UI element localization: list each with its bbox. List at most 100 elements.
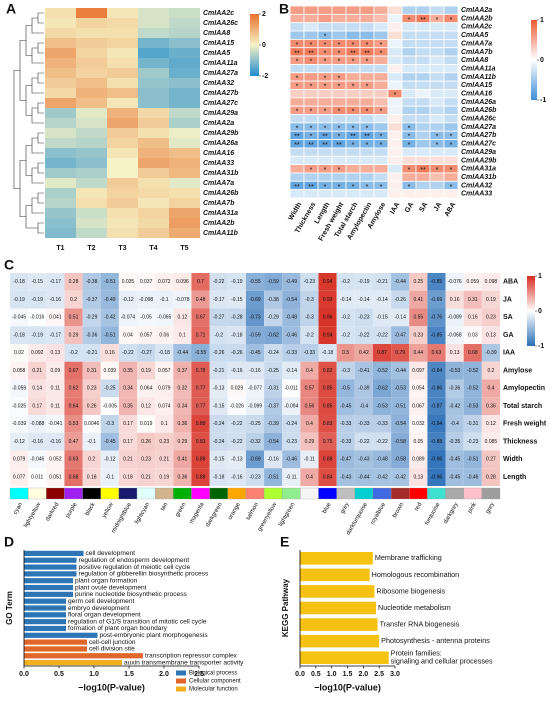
module-color — [245, 487, 265, 500]
cell-label: -0.039 — [12, 421, 26, 427]
cell-label: -0.3 — [305, 315, 314, 321]
heat-cell — [45, 198, 76, 208]
heat-cell — [138, 188, 169, 198]
cell-label: 0.77 — [196, 386, 206, 392]
heat-cell — [318, 450, 337, 469]
significance: * — [380, 50, 383, 57]
heat-cell — [28, 290, 47, 309]
heat-cell — [169, 178, 200, 188]
heat-cell — [264, 432, 283, 451]
heat-cell — [76, 208, 107, 218]
x-tick-label: 1.5 — [343, 671, 353, 678]
row-label: SA — [503, 314, 513, 321]
heat-cell — [372, 415, 392, 433]
column-label: brown — [392, 502, 405, 519]
significance: ** — [322, 134, 328, 141]
heat-cell — [429, 89, 445, 99]
heat-cell — [45, 158, 76, 168]
heat-cell — [300, 379, 319, 398]
cell-label: -0.29 — [267, 315, 279, 321]
heat-cell — [45, 48, 76, 58]
colorbar-label: 1 — [540, 17, 544, 24]
heat-cell — [46, 344, 65, 362]
colorbar-label: -1 — [538, 343, 544, 350]
bar-label: floral organ development — [68, 612, 141, 619]
heat-cell — [82, 379, 101, 398]
heat-cell — [303, 5, 319, 15]
cell-label: 0.4 — [306, 474, 313, 480]
column-label: darkgreen — [205, 502, 224, 528]
cell-label: -0.24 — [267, 350, 279, 356]
heat-cell — [373, 155, 389, 166]
bar-label: Ribosome biogenesis — [376, 586, 445, 595]
heat-cell — [173, 361, 192, 380]
panel-label: A — [6, 1, 16, 17]
heat-cell — [391, 379, 410, 398]
significance: * — [450, 167, 453, 174]
heat-cell — [289, 13, 305, 24]
heat-cell — [373, 122, 389, 132]
cell-label: 0.42 — [359, 350, 369, 356]
cell-label: 0.2 — [487, 368, 494, 374]
heat-cell — [169, 128, 200, 138]
heat-cell — [300, 290, 319, 309]
bar — [24, 591, 73, 597]
cell-label: -0.077 — [248, 386, 262, 392]
heat-cell — [76, 138, 107, 148]
heat-cell — [118, 361, 138, 380]
heat-cell — [318, 432, 337, 451]
cell-label: 0.78 — [196, 368, 206, 374]
heat-cell — [387, 164, 403, 174]
cell-label: -0.69 — [431, 297, 443, 303]
heat-cell — [76, 118, 107, 128]
cell-label: 0.035 — [122, 279, 135, 285]
significance: ** — [308, 50, 314, 57]
column-label: T4 — [149, 245, 157, 252]
cell-label: -0.96 — [431, 457, 443, 463]
cell-label: -0.17 — [50, 332, 62, 338]
heat-cell — [45, 128, 76, 138]
heat-cell — [155, 432, 174, 451]
cell-label: 0.88 — [196, 421, 206, 427]
heat-cell — [76, 198, 107, 208]
cell-label: 0.85 — [323, 403, 333, 409]
heat-cell — [138, 68, 169, 78]
significance: ** — [294, 50, 300, 57]
significance: ** — [294, 184, 300, 191]
heat-cell — [169, 58, 200, 68]
cell-label: 0.041 — [49, 315, 62, 321]
cell-label: -0.15 — [376, 315, 388, 321]
cell-label: 0.051 — [49, 474, 62, 480]
heat-cell — [107, 58, 138, 68]
heat-cell — [82, 450, 101, 469]
heat-cell — [82, 415, 101, 433]
row-label: CmIAA32 — [461, 182, 492, 189]
cell-label: 0.019 — [140, 421, 153, 427]
heat-cell — [209, 326, 228, 344]
dendrogram — [37, 192, 44, 204]
bar — [300, 634, 380, 648]
cell-label: 0.29 — [69, 332, 79, 338]
cell-label: 0.039 — [104, 368, 117, 374]
heat-cell — [303, 22, 319, 32]
significance: * — [436, 17, 439, 24]
heat-cell — [173, 308, 192, 327]
heat-cell — [463, 344, 482, 362]
cell-label: -0.5 — [341, 386, 350, 392]
heat-cell — [138, 218, 169, 228]
row-label: Length — [503, 474, 526, 481]
cell-label: 0.14 — [32, 386, 42, 392]
cell-label: -0.53 — [449, 368, 461, 374]
heat-cell — [429, 72, 445, 82]
cell-label: -0.23 — [304, 279, 316, 285]
module-color — [82, 487, 101, 500]
heat-cell — [137, 308, 156, 327]
significance: * — [394, 92, 397, 99]
heat-cell — [401, 30, 417, 40]
heat-cell — [336, 308, 355, 327]
heat-cell — [387, 172, 403, 182]
heat-cell — [45, 58, 76, 68]
row-label: CmIAA31b — [461, 174, 497, 181]
module-color — [9, 487, 29, 500]
bar — [24, 632, 98, 638]
